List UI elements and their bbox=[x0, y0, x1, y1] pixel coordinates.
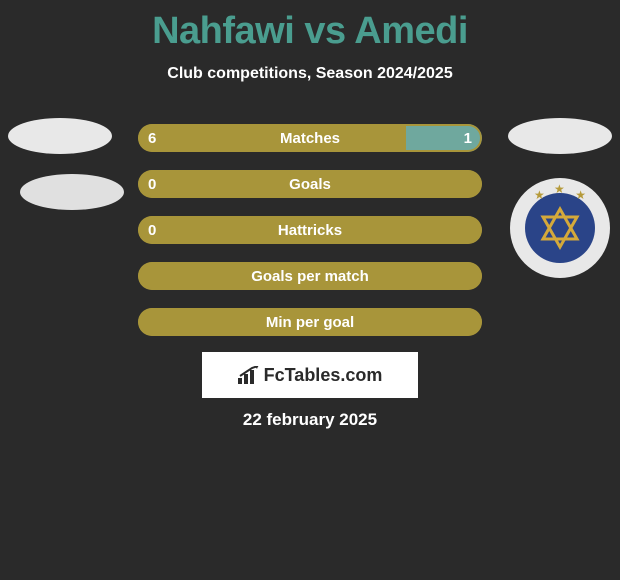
bar-value-right: 1 bbox=[464, 130, 472, 147]
page-subtitle: Club competitions, Season 2024/2025 bbox=[0, 65, 620, 83]
stat-bar-row: 6Matches1 bbox=[138, 124, 482, 152]
bar-label: Matches bbox=[138, 130, 482, 147]
page-title: Nahfawi vs Amedi bbox=[0, 0, 620, 53]
stat-bar-row: 0Hattricks bbox=[138, 216, 482, 244]
stat-bar-row: Goals per match bbox=[138, 262, 482, 290]
stat-bar-row: Min per goal bbox=[138, 308, 482, 336]
bar-label: Hattricks bbox=[138, 222, 482, 239]
right-club-badge: ★ ★ ★ bbox=[510, 178, 610, 278]
left-player-badge bbox=[8, 118, 112, 154]
fctables-label: FcTables.com bbox=[264, 365, 383, 386]
bar-chart-icon bbox=[238, 366, 260, 384]
stat-bars: 6Matches1 0Goals 0Hattricks Goals per match… bbox=[138, 124, 482, 354]
bar-label: Goals per match bbox=[138, 268, 482, 285]
right-player-badge bbox=[508, 118, 612, 154]
star-of-david-icon bbox=[537, 205, 583, 251]
comparison-card: Nahfawi vs Amedi Club competitions, Seas… bbox=[0, 0, 620, 580]
fctables-logo: FcTables.com bbox=[238, 365, 383, 386]
club-crest-icon bbox=[525, 193, 595, 263]
footer-logo-box: FcTables.com bbox=[202, 352, 418, 398]
bar-label: Goals bbox=[138, 176, 482, 193]
bar-label: Min per goal bbox=[138, 314, 482, 331]
left-club-badge bbox=[20, 174, 124, 210]
footer-date: 22 february 2025 bbox=[0, 410, 620, 430]
stat-bar-row: 0Goals bbox=[138, 170, 482, 198]
